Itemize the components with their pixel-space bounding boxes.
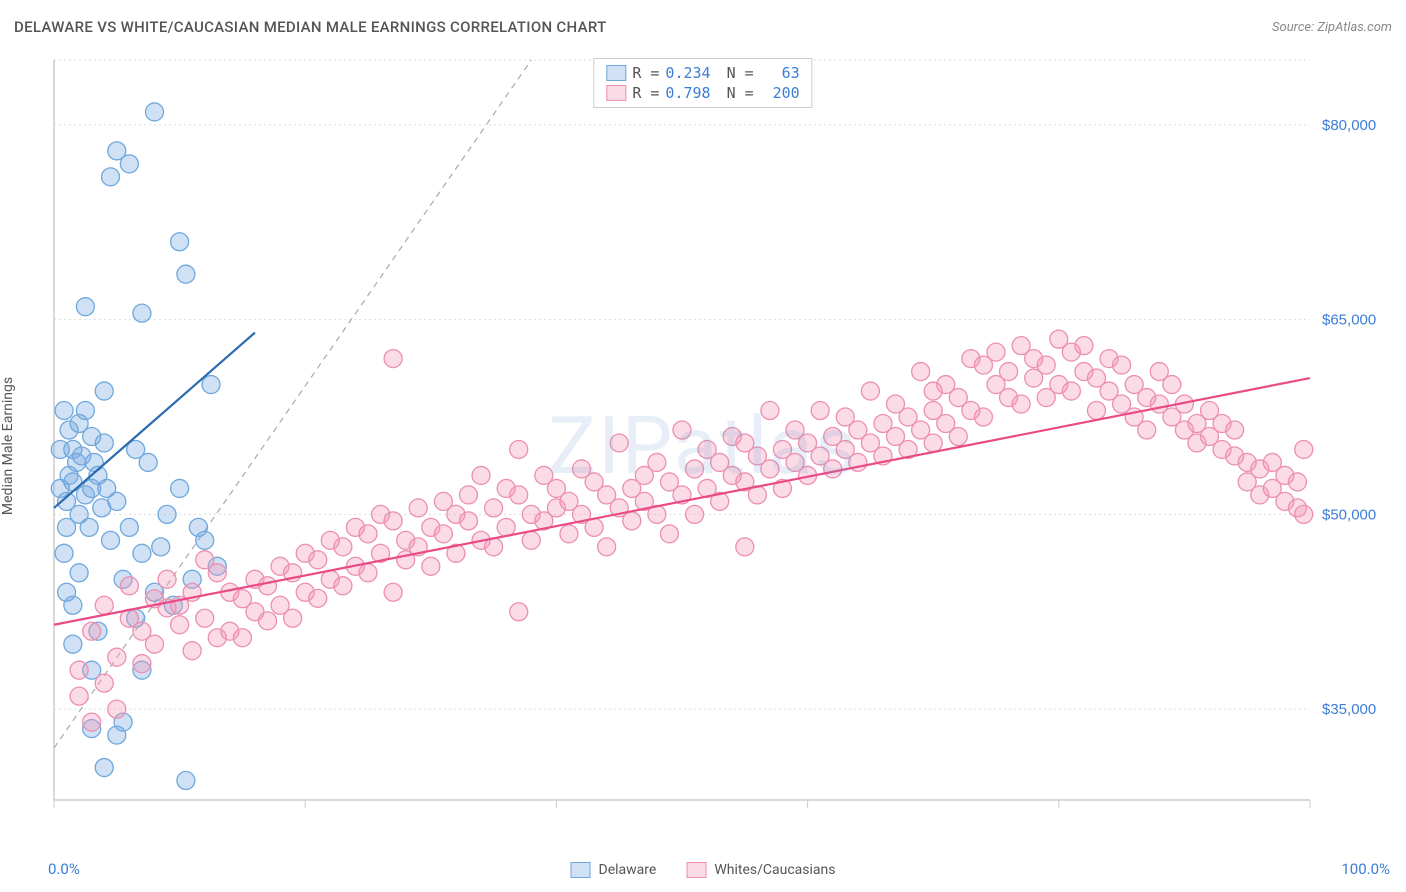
legend-swatch-delaware xyxy=(606,65,626,81)
x-axis-max-label: 100.0% xyxy=(1341,860,1390,878)
plot-area: $35,000 $50,000 $65,000 $80,000 xyxy=(48,52,1390,832)
legend-row-delaware: R = 0.234 N = 63 xyxy=(606,63,799,83)
source-label: Source: ZipAtlas.com xyxy=(1272,20,1392,35)
legend-row-whites: R = 0.798 N = 200 xyxy=(606,83,799,103)
legend-swatch-whites xyxy=(606,85,626,101)
legend-n-value-0: 63 xyxy=(760,64,800,82)
legend-item-whites: Whites/Caucasians xyxy=(686,862,835,878)
svg-text:$65,000: $65,000 xyxy=(1322,312,1376,329)
svg-text:$50,000: $50,000 xyxy=(1322,506,1376,523)
legend-r-value-1: 0.798 xyxy=(665,84,710,102)
chart-header: DELAWARE VS WHITE/CAUCASIAN MEDIAN MALE … xyxy=(14,18,1392,36)
legend-correlation: R = 0.234 N = 63 R = 0.798 N = 200 xyxy=(593,58,812,108)
legend-series: Delaware Whites/Caucasians xyxy=(571,862,836,878)
legend-item-delaware: Delaware xyxy=(571,862,657,878)
svg-text:$35,000: $35,000 xyxy=(1322,701,1376,718)
chart-title: DELAWARE VS WHITE/CAUCASIAN MEDIAN MALE … xyxy=(14,18,607,36)
chart-svg: $35,000 $50,000 $65,000 $80,000 xyxy=(48,52,1390,832)
y-axis-label: Median Male Earnings xyxy=(0,377,16,515)
legend-n-label: N = xyxy=(727,84,754,102)
svg-text:$80,000: $80,000 xyxy=(1322,117,1376,134)
legend-label: Whites/Caucasians xyxy=(714,862,835,878)
legend-r-label: R = xyxy=(632,64,659,82)
legend-swatch-icon xyxy=(686,862,706,878)
legend-r-value-0: 0.234 xyxy=(665,64,710,82)
legend-n-value-1: 200 xyxy=(760,84,800,102)
x-axis-min-label: 0.0% xyxy=(48,860,80,878)
legend-label: Delaware xyxy=(599,862,657,878)
legend-n-label: N = xyxy=(727,64,754,82)
legend-swatch-icon xyxy=(571,862,591,878)
legend-r-label: R = xyxy=(632,84,659,102)
